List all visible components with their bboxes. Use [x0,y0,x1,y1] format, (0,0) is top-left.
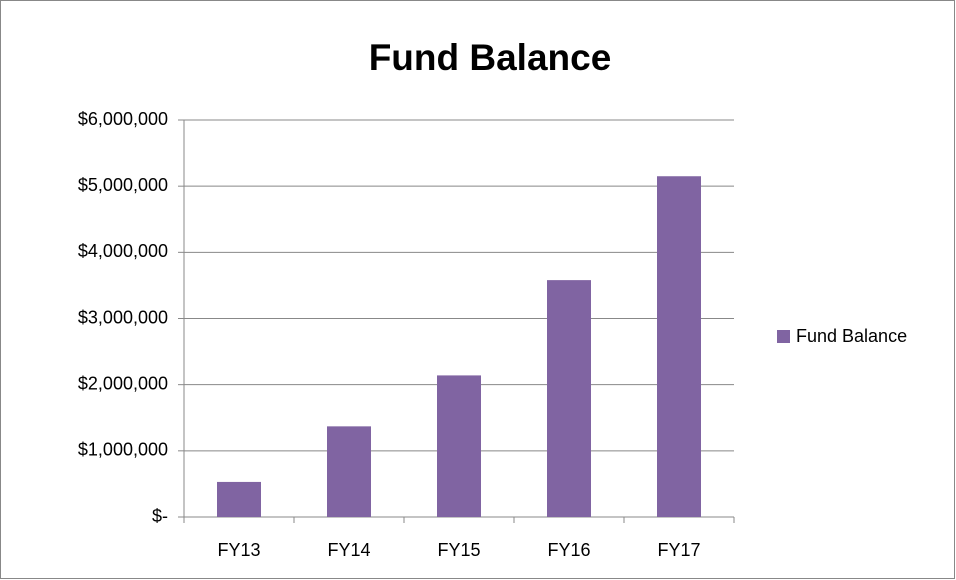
y-tick-label: $4,000,000 [78,241,168,261]
x-tick-label: FY15 [437,540,480,560]
x-tick-label: FY17 [657,540,700,560]
x-tick-label: FY14 [327,540,370,560]
x-tick-label: FY13 [217,540,260,560]
y-tick-label: $1,000,000 [78,440,168,460]
bar [657,176,701,517]
y-tick-label: $3,000,000 [78,307,168,327]
legend-label: Fund Balance [796,326,907,346]
y-tick-label: $6,000,000 [78,109,168,129]
x-tick-label: FY16 [547,540,590,560]
bar [547,280,591,517]
bar [327,426,371,517]
chart-title: Fund Balance [369,37,612,78]
bar [437,375,481,517]
y-tick-label: $5,000,000 [78,175,168,195]
bar [217,481,261,517]
y-tick-label: $- [152,506,168,526]
y-tick-label: $2,000,000 [78,373,168,393]
legend-swatch [777,330,790,343]
